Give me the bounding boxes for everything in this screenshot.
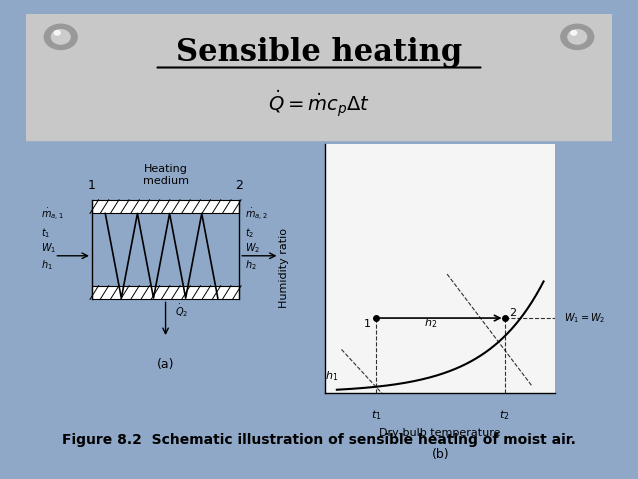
Text: (a): (a) — [157, 358, 174, 371]
Text: 1: 1 — [364, 319, 371, 329]
Bar — [92, 285, 239, 299]
Bar — [26, 14, 612, 140]
Circle shape — [561, 24, 594, 49]
Text: $h_2$: $h_2$ — [424, 317, 437, 330]
Text: $h_2$: $h_2$ — [244, 258, 256, 272]
Text: $W_2$: $W_2$ — [244, 241, 260, 255]
Text: 1: 1 — [88, 179, 96, 192]
Text: $\dot{m}_{a,1}$: $\dot{m}_{a,1}$ — [41, 207, 64, 223]
Text: Heating: Heating — [144, 164, 188, 173]
Text: Humidity ratio: Humidity ratio — [279, 228, 289, 308]
Circle shape — [51, 30, 70, 44]
Text: (b): (b) — [431, 447, 449, 461]
Text: $\dot{Q} = \dot{m}c_p\Delta t$: $\dot{Q} = \dot{m}c_p\Delta t$ — [268, 89, 370, 120]
Text: $t_1$: $t_1$ — [41, 226, 50, 240]
Circle shape — [568, 30, 587, 44]
Text: $h_1$: $h_1$ — [41, 258, 53, 272]
Circle shape — [54, 31, 60, 35]
Circle shape — [44, 24, 77, 49]
Text: $t_2$: $t_2$ — [244, 226, 254, 240]
Text: Sensible heating: Sensible heating — [176, 37, 462, 68]
Text: 2: 2 — [509, 308, 516, 318]
Text: medium: medium — [142, 176, 189, 186]
Text: $W_1 = W_2$: $W_1 = W_2$ — [564, 311, 605, 325]
Text: $W_1$: $W_1$ — [41, 241, 56, 255]
Text: $\dot{m}_{a,2}$: $\dot{m}_{a,2}$ — [244, 207, 267, 223]
Circle shape — [571, 31, 577, 35]
Text: $h_1$: $h_1$ — [325, 369, 339, 383]
Text: Figure 8.2  Schematic illustration of sensible heating of moist air.: Figure 8.2 Schematic illustration of sen… — [62, 433, 576, 447]
Bar — [92, 200, 239, 214]
Text: Dry-bulb temperature: Dry-bulb temperature — [380, 428, 501, 438]
Text: $\dot{Q}_2$: $\dot{Q}_2$ — [175, 302, 188, 319]
Text: 2: 2 — [235, 179, 243, 192]
Text: $t_2$: $t_2$ — [500, 408, 510, 422]
Text: $t_1$: $t_1$ — [371, 408, 382, 422]
